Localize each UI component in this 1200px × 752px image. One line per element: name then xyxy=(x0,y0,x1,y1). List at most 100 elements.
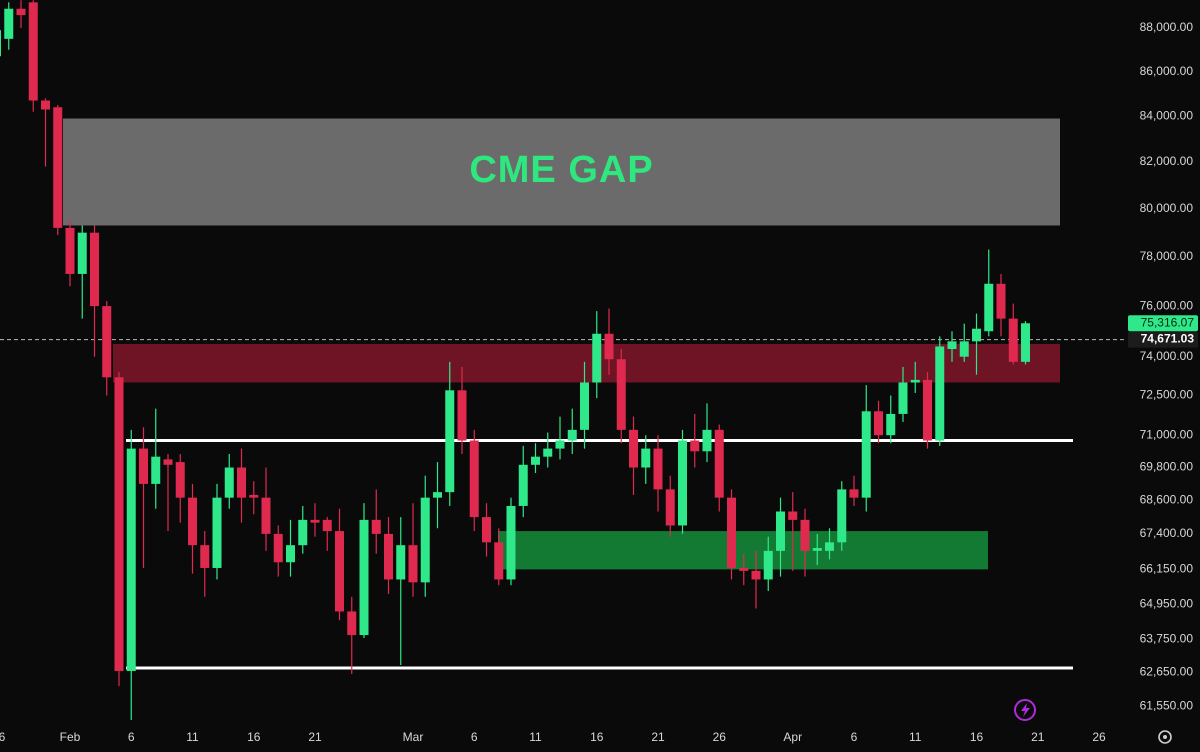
candle-body xyxy=(653,448,663,490)
candle-body xyxy=(273,533,283,563)
y-tick-label: 63,750.00 xyxy=(1140,632,1194,646)
price-line-badge xyxy=(1128,331,1198,348)
plot xyxy=(0,0,1030,721)
candle-body xyxy=(359,519,369,636)
candle-body xyxy=(849,489,859,498)
x-tick-label: Feb xyxy=(60,730,81,744)
x-tick-label: 11 xyxy=(529,730,542,744)
candle-body xyxy=(555,440,565,449)
x-tick-label: 6 xyxy=(851,730,858,744)
zone xyxy=(63,118,1060,226)
candle-body xyxy=(286,545,295,563)
candle-body xyxy=(151,456,161,484)
settings-icon[interactable] xyxy=(1158,730,1172,744)
candle-body xyxy=(727,497,736,568)
y-tick-label: 74,000.00 xyxy=(1140,349,1194,363)
candle-body xyxy=(16,8,26,16)
y-tick-label: 62,650.00 xyxy=(1140,665,1194,679)
candle-body xyxy=(224,467,234,498)
x-tick-label: Apr xyxy=(783,730,802,744)
alert-icon[interactable] xyxy=(1014,699,1036,721)
candle-body xyxy=(629,429,638,468)
x-tick-label: 6 xyxy=(471,730,478,744)
candle-body xyxy=(139,448,148,484)
alert-circle[interactable] xyxy=(1014,699,1036,721)
candle-body xyxy=(77,232,87,274)
y-tick-label: 71,000.00 xyxy=(1140,427,1194,441)
candle-body xyxy=(861,411,871,498)
y-tick-label: 64,950.00 xyxy=(1140,596,1194,610)
candle-body xyxy=(102,306,112,378)
candle-body xyxy=(739,567,749,571)
candle-body xyxy=(592,333,602,383)
candle-body xyxy=(65,227,75,274)
last-price-badge xyxy=(1128,315,1198,332)
candle-body xyxy=(702,429,712,452)
x-tick-label: 16 xyxy=(970,730,984,744)
candle-body xyxy=(126,448,136,671)
candle-body xyxy=(261,497,271,534)
candle-body xyxy=(518,464,528,506)
y-tick-label: 68,600.00 xyxy=(1140,493,1194,507)
candle-body xyxy=(298,519,308,546)
candle-body xyxy=(1008,318,1018,362)
candle-body xyxy=(200,545,210,568)
candle-body xyxy=(41,100,50,110)
candle-body xyxy=(898,382,908,414)
candle-body xyxy=(347,611,357,636)
candle-body xyxy=(690,440,700,452)
candle-body xyxy=(28,2,38,101)
candle-body xyxy=(812,548,822,551)
candle-body xyxy=(4,8,14,39)
candle-body xyxy=(788,511,798,520)
candle-body xyxy=(665,489,675,526)
zone xyxy=(113,343,1060,383)
candle-body xyxy=(175,462,185,498)
zone xyxy=(498,531,988,570)
x-tick-label: 6 xyxy=(0,730,6,744)
candle-body xyxy=(457,390,467,441)
y-tick-label: 78,000.00 xyxy=(1140,249,1194,263)
candle-body xyxy=(567,429,577,441)
y-tick-label: 82,000.00 xyxy=(1140,154,1194,168)
candle-body xyxy=(580,382,589,430)
candle-body xyxy=(531,456,540,465)
candle-body xyxy=(714,429,724,498)
candle-body xyxy=(996,283,1006,319)
candle-body xyxy=(163,459,173,465)
candle-body xyxy=(114,377,124,671)
x-tick-label: 16 xyxy=(590,730,604,744)
settings-center[interactable] xyxy=(1163,735,1167,739)
candle-body xyxy=(678,440,687,526)
candle-body xyxy=(322,519,332,532)
x-tick-label: 21 xyxy=(1031,730,1045,744)
candle-body xyxy=(237,467,246,498)
candle-body xyxy=(0,30,1,57)
candle-body xyxy=(616,359,626,430)
x-tick-label: 11 xyxy=(186,730,199,744)
y-tick-label: 66,150.00 xyxy=(1140,562,1194,576)
x-tick-label: 6 xyxy=(128,730,135,744)
x-tick-label: 16 xyxy=(247,730,261,744)
candle-body xyxy=(420,497,430,583)
candle-body xyxy=(641,448,651,468)
y-tick-label: 67,400.00 xyxy=(1140,526,1194,540)
settings-gear[interactable] xyxy=(1158,730,1172,744)
y-tick-label: 69,800.00 xyxy=(1140,460,1194,474)
y-tick-label: 76,000.00 xyxy=(1140,298,1194,312)
candle-body xyxy=(763,550,773,580)
x-tick-label: 21 xyxy=(308,730,322,744)
x-tick-label: Mar xyxy=(403,730,424,744)
candle-body xyxy=(543,448,553,457)
alert-bolt[interactable] xyxy=(1021,703,1030,717)
candle-body xyxy=(1021,323,1030,362)
candle-body xyxy=(249,494,259,498)
candle-body xyxy=(776,511,785,551)
candle-body xyxy=(53,107,63,228)
candle-body xyxy=(396,545,406,580)
candle-body xyxy=(445,390,455,493)
y-tick-label: 72,500.00 xyxy=(1140,388,1194,402)
candle-body xyxy=(972,328,981,342)
candle-body xyxy=(923,379,932,441)
